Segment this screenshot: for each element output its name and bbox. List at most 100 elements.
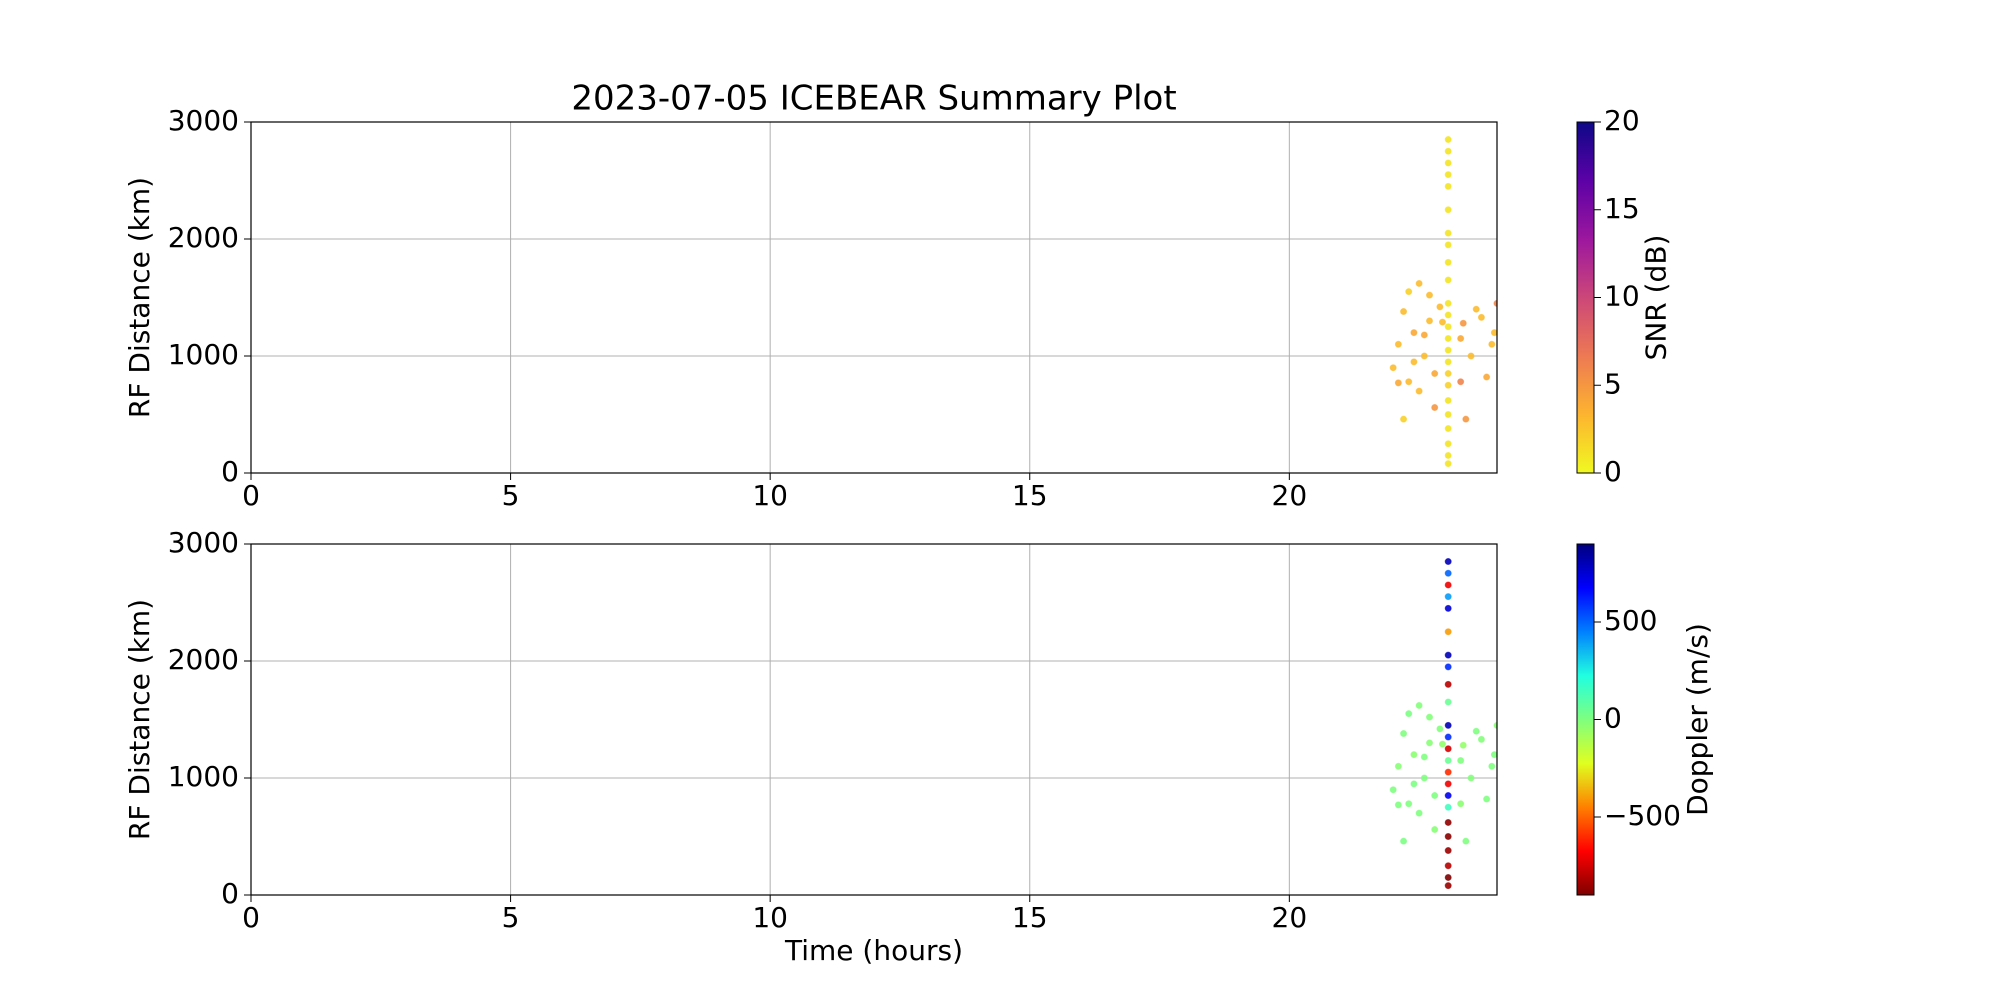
- data-point: [1444, 593, 1452, 601]
- data-point: [1438, 740, 1446, 748]
- data-point: [1477, 313, 1485, 321]
- data-point: [1426, 317, 1434, 325]
- x-tick-label: 5: [502, 901, 520, 934]
- data-point: [1444, 258, 1452, 266]
- data-point: [1444, 159, 1452, 167]
- data-point: [1444, 358, 1452, 366]
- data-point: [1444, 346, 1452, 354]
- data-point: [1444, 792, 1452, 800]
- data-point: [1410, 358, 1418, 366]
- data-point: [1444, 803, 1452, 811]
- data-point: [1400, 308, 1408, 316]
- data-point: [1444, 425, 1452, 433]
- colorbar-tick-label: 500: [1604, 604, 1657, 637]
- data-point: [1436, 725, 1444, 733]
- y-tick-label: 1000: [168, 338, 239, 371]
- data-point: [1444, 323, 1452, 331]
- x-tick-label: 20: [1272, 901, 1308, 934]
- data-point: [1400, 730, 1408, 738]
- data-point: [1462, 415, 1470, 423]
- plot-area: [1389, 136, 1497, 468]
- data-point: [1444, 756, 1452, 764]
- data-point: [1457, 800, 1465, 808]
- data-point: [1394, 379, 1402, 387]
- data-point: [1459, 741, 1467, 749]
- x-tick-label: 0: [242, 479, 260, 512]
- data-point: [1405, 288, 1413, 296]
- data-point: [1405, 800, 1413, 808]
- data-point: [1457, 378, 1465, 386]
- data-point: [1444, 396, 1452, 404]
- data-point: [1444, 745, 1452, 753]
- data-point: [1394, 340, 1402, 348]
- data-point: [1444, 182, 1452, 190]
- data-point: [1415, 387, 1423, 395]
- chart-title: 2023-07-05 ICEBEAR Summary Plot: [571, 79, 1176, 119]
- data-point: [1444, 334, 1452, 342]
- data-point: [1444, 651, 1452, 659]
- x-tick-label: 5: [502, 479, 520, 512]
- data-point: [1444, 171, 1452, 179]
- data-point: [1467, 352, 1475, 360]
- data-point: [1444, 206, 1452, 214]
- data-point: [1444, 882, 1452, 890]
- data-point: [1405, 378, 1413, 386]
- x-tick-label: 10: [752, 479, 788, 512]
- colorbar-tick-label: 5: [1604, 367, 1622, 400]
- colorbar-label: SNR (dB): [1640, 235, 1673, 361]
- data-point: [1415, 279, 1423, 287]
- data-point: [1426, 291, 1434, 299]
- data-point: [1444, 411, 1452, 418]
- data-point: [1444, 721, 1452, 729]
- data-point: [1438, 318, 1446, 326]
- data-point: [1444, 381, 1452, 389]
- data-point: [1444, 663, 1452, 671]
- data-point: [1431, 370, 1439, 378]
- y-tick-label: 2000: [168, 221, 239, 254]
- colorbar-tick-label: −500: [1604, 799, 1681, 832]
- colorbar-tick-label: 10: [1604, 280, 1640, 313]
- data-point: [1389, 364, 1397, 372]
- colorbar-tick-label: 20: [1604, 104, 1640, 137]
- data-point: [1389, 786, 1397, 794]
- data-point: [1436, 303, 1444, 311]
- data-point: [1400, 837, 1408, 845]
- data-point: [1426, 739, 1434, 747]
- data-point: [1444, 628, 1452, 636]
- data-point: [1444, 241, 1452, 249]
- data-point: [1444, 276, 1452, 284]
- x-axis-label: Time (hours): [784, 934, 963, 967]
- data-point: [1488, 762, 1496, 770]
- colorbar-tick-label: 0: [1604, 702, 1622, 735]
- data-point: [1493, 299, 1497, 307]
- data-point: [1444, 733, 1452, 741]
- colorbar-tick-label: 0: [1604, 455, 1622, 488]
- data-point: [1420, 331, 1428, 339]
- x-tick-label: 15: [1012, 901, 1048, 934]
- data-point: [1444, 370, 1452, 378]
- plot-area: [1389, 558, 1497, 890]
- data-point: [1444, 873, 1452, 881]
- data-point: [1444, 862, 1452, 870]
- data-point: [1467, 774, 1475, 782]
- y-tick-label: 2000: [168, 643, 239, 676]
- data-point: [1459, 319, 1467, 327]
- data-point: [1444, 440, 1452, 448]
- data-point: [1472, 727, 1480, 735]
- y-axis-label: RF Distance (km): [123, 599, 156, 840]
- data-point: [1444, 460, 1452, 468]
- data-point: [1400, 415, 1408, 423]
- data-point: [1431, 792, 1439, 800]
- y-axis-label: RF Distance (km): [123, 177, 156, 418]
- data-point: [1415, 701, 1423, 709]
- y-tick-label: 0: [221, 877, 239, 910]
- data-point: [1444, 136, 1452, 144]
- axes-frame: [250, 543, 1498, 896]
- data-point: [1472, 305, 1480, 313]
- data-point: [1444, 780, 1452, 788]
- data-point: [1444, 311, 1452, 319]
- y-tick-label: 3000: [168, 526, 239, 559]
- data-point: [1420, 774, 1428, 782]
- colorbar: [1576, 121, 1595, 474]
- data-point: [1462, 837, 1470, 845]
